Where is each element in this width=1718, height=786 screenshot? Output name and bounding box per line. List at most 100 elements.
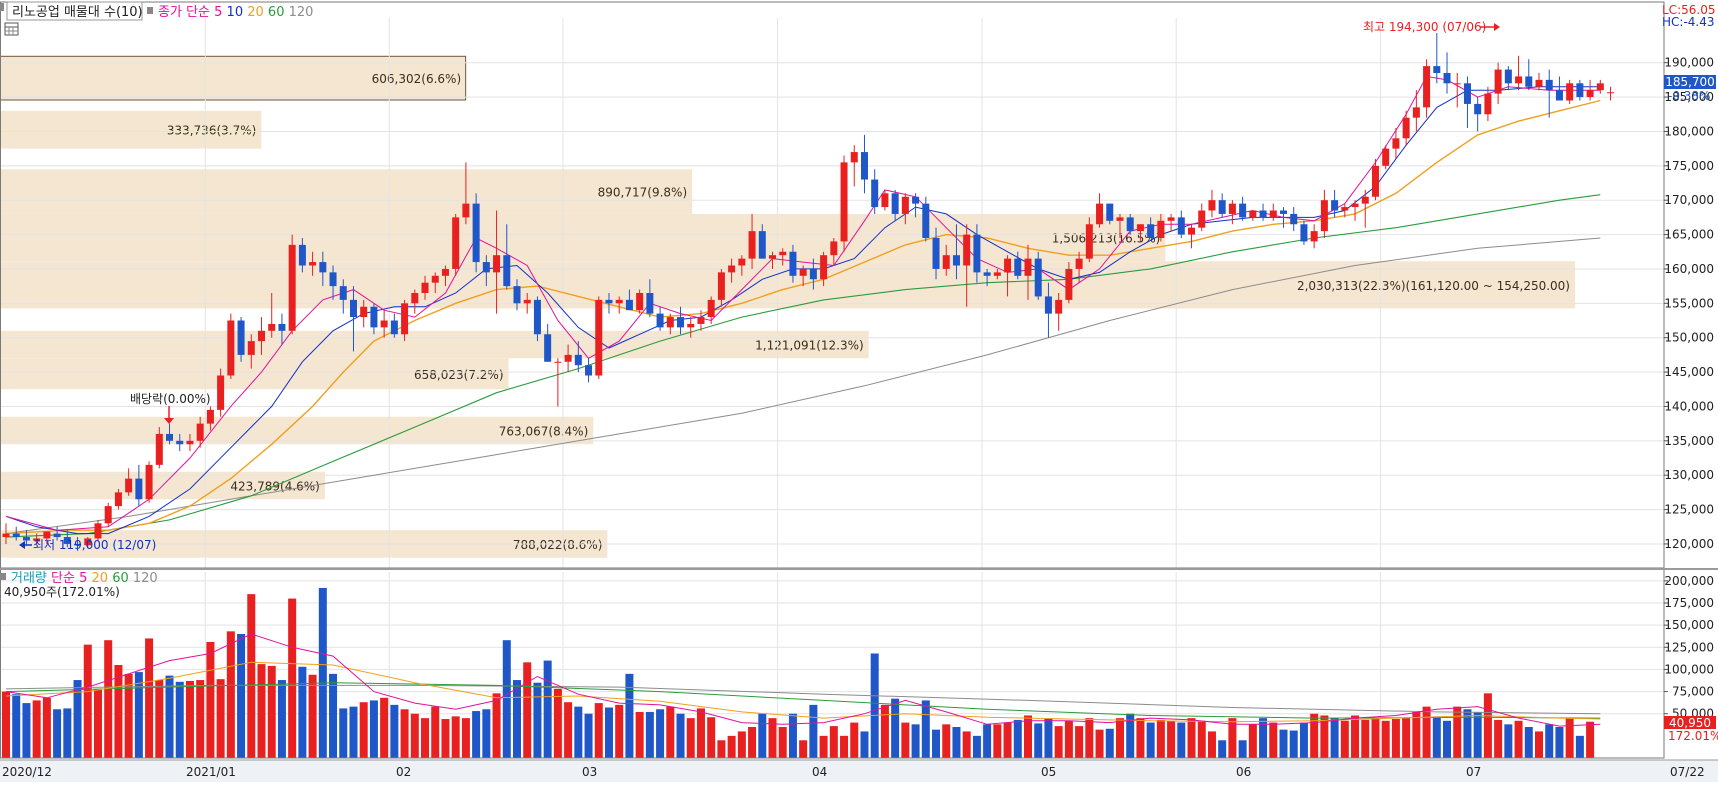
change-pct-label: -0.38%: [1668, 89, 1710, 103]
candle-body: [574, 354, 582, 366]
volume-bar: [277, 680, 286, 758]
candle-body: [503, 255, 511, 287]
volume-ma120-line: [5, 684, 1601, 715]
high-annotation-text: 최고 194,300 (07/06): [1363, 20, 1486, 34]
candle-body: [145, 464, 153, 500]
x-axis-label: 05: [1041, 765, 1056, 779]
candle-body: [1545, 79, 1553, 91]
volume-bar: [707, 717, 716, 758]
candle-body: [84, 538, 92, 546]
volume-bar: [298, 666, 307, 758]
volume-bar: [1085, 718, 1094, 758]
volume-bar: [1412, 711, 1421, 758]
volume-bar: [1044, 718, 1053, 758]
title-box[interactable]: [6, 1, 143, 21]
volume-profile-label: 890,717(9.8%): [598, 186, 687, 200]
calendar-icon[interactable]: [4, 22, 19, 36]
volume-bar: [451, 716, 460, 758]
x-axis-label: 2020/12: [2, 765, 52, 779]
volume-bar: [1391, 719, 1400, 758]
candle-body: [1269, 210, 1277, 218]
x-axis-background: [0, 760, 1718, 782]
candle-body: [247, 341, 255, 355]
candle-body: [779, 251, 787, 256]
volume-bar: [185, 680, 194, 758]
volume-bar: [1320, 715, 1329, 758]
hc-label: HC:-4.43: [1662, 15, 1715, 29]
candle-body: [973, 234, 981, 273]
volume-bar: [1494, 719, 1503, 758]
volume-bar: [237, 634, 246, 758]
candle-body: [1290, 213, 1298, 225]
candle-body: [881, 193, 889, 208]
ma-legend[interactable]: 종가 단순 5 10 20 60 120: [158, 5, 313, 20]
candle-body: [1024, 258, 1032, 276]
candle-body: [860, 152, 868, 180]
candle-body: [605, 299, 613, 304]
candle-body: [1504, 69, 1512, 84]
volume-bar: [1299, 722, 1308, 758]
volume-bar: [73, 680, 82, 758]
volume-profile-label: 1,506,213(16.5%): [1052, 232, 1161, 246]
candle-body: [1259, 210, 1267, 218]
legend-bullet-icon: [147, 7, 153, 14]
axis-layer: 120,000 125,000 130,000 135,000 140,000 145,0…: [1664, 56, 1714, 721]
volume-legend-ma60: 60: [112, 571, 129, 586]
volume-bar: [594, 703, 603, 758]
volume-bar: [1504, 724, 1513, 758]
candle-body: [176, 440, 184, 445]
volume-bullet-icon: [0, 573, 6, 580]
candle-body: [697, 317, 705, 324]
candle-body: [799, 268, 807, 276]
volume-legend[interactable]: 거래량 단순 5 20 60 120: [11, 571, 158, 586]
candle-body: [53, 533, 61, 538]
volume-bar: [1115, 718, 1124, 758]
volume-bar: [1555, 727, 1564, 758]
volume-bar: [93, 688, 102, 758]
candle-body: [1566, 83, 1574, 101]
volume-bar: [870, 653, 879, 758]
volume-bar: [226, 631, 235, 758]
candle-body: [1320, 200, 1328, 232]
volume-profile-label: 2,030,313(22.3%)(161,120.00 ~ 154,250.00…: [1297, 279, 1570, 293]
volume-bar: [1064, 720, 1073, 758]
volume-bar: [492, 693, 501, 758]
candle-body: [1147, 224, 1155, 238]
legend-ma5: 5: [214, 5, 222, 20]
grid-layer: [0, 18, 1664, 758]
candle-body: [1463, 83, 1471, 104]
candle-body: [1157, 220, 1165, 238]
candle-body: [1249, 210, 1257, 218]
volume-bar: [983, 724, 992, 758]
volume-legend-ma20: 20: [92, 571, 109, 586]
volume-axis-label: 100,000: [1664, 662, 1714, 676]
price-panel-title: 리노공업 매물대 수(10): [12, 5, 143, 20]
candle-body: [585, 365, 593, 376]
candle-body: [298, 244, 306, 266]
legend-ma20: 20: [247, 5, 264, 20]
volume-axis-label: 125,000: [1664, 640, 1714, 654]
candle-body: [472, 203, 480, 263]
candle-body: [227, 320, 235, 376]
volume-bar: [880, 704, 889, 758]
candle-body: [452, 217, 460, 269]
volume-bar: [83, 644, 92, 758]
price-axis-label: 165,000: [1664, 228, 1714, 242]
candle-body: [155, 433, 163, 465]
x-axis: 2020/12 2021/01 02 03 04 05 06 07 07/22: [2, 765, 1705, 779]
candle-body: [349, 299, 357, 318]
volume-bar: [1034, 723, 1043, 758]
candle-body: [1382, 148, 1390, 166]
x-axis-label: 02: [396, 765, 411, 779]
volume-bar: [1197, 720, 1206, 758]
volume-bar: [850, 722, 859, 758]
candle-body: [687, 323, 695, 328]
candle-body: [1371, 165, 1379, 197]
volume-bar: [604, 707, 613, 758]
header-bullet-icon: [0, 3, 4, 11]
volume-bar: [696, 708, 705, 758]
volume-bar: [247, 594, 256, 758]
